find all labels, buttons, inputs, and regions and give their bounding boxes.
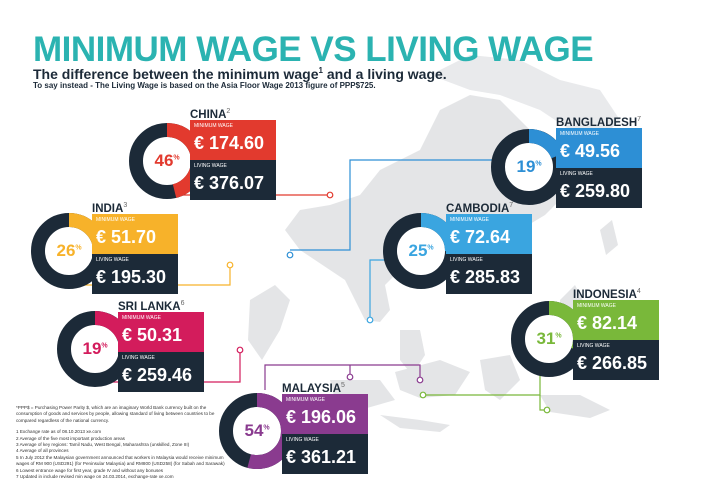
bangladesh-minimum-panel: MINIMUM WAGE € 49.56 (556, 128, 642, 168)
srilanka-donut (57, 311, 133, 387)
indonesia-living-panel: LIVING WAGE € 266.85 (573, 340, 659, 380)
bangladesh-connector (290, 159, 555, 251)
footnote-6: 6 Lowest entrance wage for first year, g… (16, 467, 164, 473)
subtitle-note: To say instead - The Living Wage is base… (33, 81, 376, 90)
living-wage-label: LIVING WAGE (122, 355, 155, 361)
china-wage-box: MINIMUM WAGE € 174.60 LIVING WAGE € 376.07 (190, 120, 276, 200)
bangladesh-name: BANGLADESH7 (556, 116, 642, 129)
china-percent: 46% (154, 151, 180, 170)
cambodia-minimum-panel: MINIMUM WAGE € 72.64 (446, 214, 532, 254)
china-name: CHINA2 (190, 108, 231, 121)
bangladesh-percent: 19% (516, 157, 542, 176)
malaysia-minimum-panel: MINIMUM WAGE € 196.06 (282, 394, 368, 434)
bangladesh-living-panel: LIVING WAGE € 259.80 (556, 168, 642, 208)
srilanka-donut-arc (57, 311, 133, 387)
cambodia-wage-box: MINIMUM WAGE € 72.64 LIVING WAGE € 285.83 (446, 214, 532, 294)
india-living-panel: LIVING WAGE € 195.30 (92, 254, 178, 294)
india-marker (226, 261, 234, 269)
indonesia-marker-2 (543, 406, 551, 414)
footnote-7: 7 Updated in include revised min wage on… (16, 474, 174, 480)
srilanka-living-value: € 259.46 (122, 365, 193, 385)
cambodia-connector (369, 259, 390, 318)
india-percent: 26% (56, 241, 82, 260)
bangladesh-wage-box: MINIMUM WAGE € 49.56 LIVING WAGE € 259.80 (556, 128, 642, 208)
footnote-1: 1 Exchange rate as of 08.10.2013 xe.com (16, 429, 102, 435)
footnote-5: 5 In July 2012 the Malaysian government … (16, 454, 225, 467)
cambodia-minimum-value: € 72.64 (450, 227, 511, 247)
living-wage-label: LIVING WAGE (577, 343, 610, 349)
malaysia-name: MALAYSIA5 (282, 382, 345, 395)
page-title: MINIMUM WAGE VS LIVING WAGE (33, 30, 594, 69)
living-wage-label: LIVING WAGE (450, 257, 483, 263)
minimum-wage-label: MINIMUM WAGE (286, 397, 325, 403)
living-wage-label: LIVING WAGE (286, 437, 319, 443)
china-living-panel: LIVING WAGE € 376.07 (190, 160, 276, 200)
india-living-value: € 195.30 (96, 267, 167, 287)
china-living-value: € 376.07 (194, 173, 265, 193)
malaysia-living-value: € 361.21 (286, 447, 357, 467)
subtitle-end: and a living wage. (322, 66, 447, 82)
malaysia-living-panel: LIVING WAGE € 361.21 (282, 434, 368, 474)
srilanka-minimum-value: € 50.31 (122, 325, 183, 345)
indonesia-wage-box: MINIMUM WAGE € 82.14 LIVING WAGE € 266.85 (573, 300, 659, 380)
living-wage-label: LIVING WAGE (194, 163, 227, 169)
indonesia-connector (425, 375, 541, 396)
indonesia-marker-1 (419, 391, 427, 399)
srilanka-living-panel: LIVING WAGE € 259.46 (118, 352, 204, 392)
minimum-wage-label: MINIMUM WAGE (577, 303, 616, 309)
minimum-wage-label: MINIMUM WAGE (450, 217, 489, 223)
indonesia-name: INDONESIA4 (573, 288, 641, 301)
bangladesh-minimum-value: € 49.56 (560, 141, 621, 161)
footnote-2: 2 Average of the five most important pro… (16, 435, 125, 441)
footnotes: *PPP$ = Purchasing Power Parity $, which… (16, 405, 231, 480)
cambodia-percent: 25% (408, 241, 434, 260)
cambodia-living-value: € 285.83 (450, 267, 521, 287)
china-minimum-value: € 174.60 (194, 133, 265, 153)
malaysia-percent: 54% (244, 421, 270, 440)
srilanka-wage-box: MINIMUM WAGE € 50.31 LIVING WAGE € 259.46 (118, 312, 204, 392)
india-name: INDIA3 (92, 202, 128, 215)
subtitle-footnote: 1 (318, 66, 323, 76)
bangladesh-living-value: € 259.80 (560, 181, 631, 201)
srilanka-name: SRI LANKA6 (118, 300, 185, 313)
malaysia-wage-box: MINIMUM WAGE € 196.06 LIVING WAGE € 361.21 (282, 394, 368, 474)
srilanka-marker (236, 346, 244, 354)
minimum-wage-label: MINIMUM WAGE (560, 131, 599, 137)
minimum-wage-label: MINIMUM WAGE (122, 315, 161, 321)
malaysia-minimum-value: € 196.06 (286, 407, 357, 427)
malaysia-marker-1 (346, 373, 354, 381)
ppp-note: *PPP$ = Purchasing Power Parity $, which… (16, 405, 215, 423)
indonesia-minimum-value: € 82.14 (577, 313, 638, 333)
china-minimum-panel: MINIMUM WAGE € 174.60 (190, 120, 276, 160)
india-wage-box: MINIMUM WAGE € 51.70 LIVING WAGE € 195.30 (92, 214, 178, 294)
cambodia-name: CAMBODIA7 (446, 202, 514, 215)
living-wage-label: LIVING WAGE (560, 171, 593, 177)
china-marker (326, 191, 334, 199)
footnote-3: 3 Average of key regions: Tamil Nadu, We… (16, 442, 190, 448)
cambodia-living-panel: LIVING WAGE € 285.83 (446, 254, 532, 294)
cambodia-marker (366, 316, 374, 324)
subtitle-main: The difference between the minimum wage (33, 66, 319, 82)
india-minimum-value: € 51.70 (96, 227, 157, 247)
bangladesh-donut-arc (491, 129, 567, 205)
subtitle: The difference between the minimum wage1… (33, 66, 447, 82)
indonesia-living-value: € 266.85 (577, 353, 648, 373)
indonesia-percent: 31% (536, 329, 562, 348)
srilanka-minimum-panel: MINIMUM WAGE € 50.31 (118, 312, 204, 352)
bangladesh-marker (286, 251, 294, 259)
minimum-wage-label: MINIMUM WAGE (96, 217, 135, 223)
srilanka-percent: 19% (82, 339, 108, 358)
malaysia-marker-2 (416, 376, 424, 384)
india-minimum-panel: MINIMUM WAGE € 51.70 (92, 214, 178, 254)
footnote-4: 4 Average of all provinces (16, 448, 69, 454)
minimum-wage-label: MINIMUM WAGE (194, 123, 233, 129)
indonesia-minimum-panel: MINIMUM WAGE € 82.14 (573, 300, 659, 340)
living-wage-label: LIVING WAGE (96, 257, 129, 263)
malaysia-connector (264, 364, 421, 390)
